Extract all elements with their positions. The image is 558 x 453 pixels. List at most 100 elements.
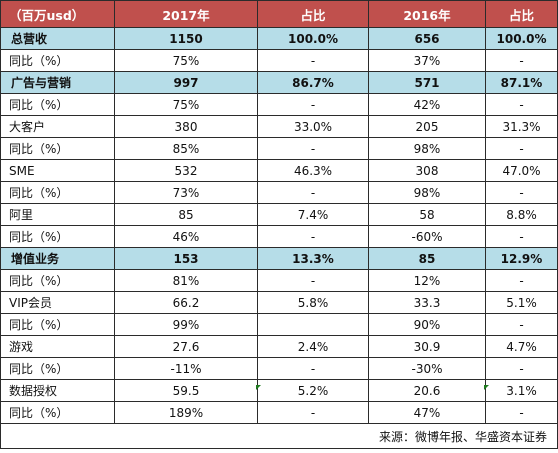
cell-share-2016: 87.1% (485, 71, 558, 94)
cell-label: 同比（%） (0, 357, 115, 380)
table-row: SME 532 46.3% 308 47.0% (0, 159, 558, 182)
cell-value-2016: 85 (368, 247, 486, 270)
cell-label: 大客户 (0, 115, 115, 138)
section-row: 广告与营销 997 86.7% 571 87.1% (0, 71, 558, 94)
cell-value-2017: 153 (114, 247, 258, 270)
cell-share-2017: - (257, 357, 369, 380)
cell-share-2017: 100.0% (257, 27, 369, 50)
header-share-2017: 占比 (257, 0, 369, 28)
cell-share-2016: 3.1% (485, 379, 558, 402)
cell-label: VIP会员 (0, 291, 115, 314)
cell-value-2016: -60% (368, 225, 486, 248)
cell-value-2017: 75% (114, 49, 258, 72)
cell-share-2017: - (257, 137, 369, 160)
cell-value-2016: 30.9 (368, 335, 486, 358)
table-row: 同比（%） 75% -37% - (0, 49, 558, 72)
cell-value-2017: 46% (114, 225, 258, 248)
cell-share-2017: - (257, 93, 369, 116)
table-row: 同比（%） 81% -12% - (0, 269, 558, 292)
cell-value-2017: 1150 (114, 27, 258, 50)
header-2017: 2017年 (114, 0, 258, 28)
cell-share-2016: - (485, 93, 558, 116)
table-row: 同比（%） 73% -98% - (0, 181, 558, 204)
cell-share-2017: 86.7% (257, 71, 369, 94)
cell-label: 广告与营销 (0, 71, 115, 94)
cell-comment-marker (256, 385, 261, 390)
cell-share-2017: 33.0% (257, 115, 369, 138)
cell-share-2017: 5.2% (257, 379, 369, 402)
header-unit: （百万usd） (0, 0, 115, 28)
header-row: （百万usd） 2017年 占比 2016年 占比 (0, 0, 558, 28)
cell-value-2016: 58 (368, 203, 486, 226)
cell-label: 数据授权 (0, 379, 115, 402)
table-row: 同比（%） 46% - -60% - (0, 225, 558, 248)
cell-share-2016: 47.0% (485, 159, 558, 182)
cell-share-2016: 8.8% (485, 203, 558, 226)
cell-value-2016: 98% (368, 181, 486, 204)
source-note: 来源：微博年报、华盛资本证券 (0, 423, 558, 449)
cell-value-2017: 99% (114, 313, 258, 336)
cell-share-2017 (257, 313, 369, 336)
cell-share-2017: - (257, 225, 369, 248)
cell-share-2016: 12.9% (485, 247, 558, 270)
header-share-2016: 占比 (485, 0, 558, 28)
cell-share-2016: 5.1% (485, 291, 558, 314)
cell-label: SME (0, 159, 115, 182)
cell-share-2017: - (257, 181, 369, 204)
cell-value-2017: 85% (114, 137, 258, 160)
cell-value-2016: 42% (368, 93, 486, 116)
table-row: VIP会员 66.2 5.8% 33.3 5.1% (0, 291, 558, 314)
cell-value-2016: 571 (368, 71, 486, 94)
cell-value-2016: 33.3 (368, 291, 486, 314)
cell-share-2016: - (485, 137, 558, 160)
table-row: 同比（%） 189% -47% - (0, 401, 558, 424)
cell-label: 同比（%） (0, 93, 115, 116)
cell-share-2017: - (257, 269, 369, 292)
table-row: 阿里 85 7.4% 58 8.8% (0, 203, 558, 226)
cell-value-2017: 189% (114, 401, 258, 424)
header-2016: 2016年 (368, 0, 486, 28)
section-row: 增值业务 153 13.3% 85 12.9% (0, 247, 558, 270)
cell-share-2016: - (485, 269, 558, 292)
cell-share-2016: - (485, 225, 558, 248)
cell-value-2017: -11% (114, 357, 258, 380)
cell-label: 同比（%） (0, 269, 115, 292)
source-row: 来源：微博年报、华盛资本证券 (0, 423, 558, 449)
cell-label: 同比（%） (0, 401, 115, 424)
cell-value-2017: 85 (114, 203, 258, 226)
cell-value-2017: 75% (114, 93, 258, 116)
cell-value-2016: -30% (368, 357, 486, 380)
table-row: 同比（%） 75% -42% - (0, 93, 558, 116)
cell-share-2017: 13.3% (257, 247, 369, 270)
cell-value-2017: 59.5 (114, 379, 258, 402)
cell-value-2016: 12% (368, 269, 486, 292)
cell-share-2017: 46.3% (257, 159, 369, 182)
cell-share-2017: 5.8% (257, 291, 369, 314)
cell-share-2016: - (485, 313, 558, 336)
cell-label: 阿里 (0, 203, 115, 226)
section-row: 总营收 1150 100.0% 656 100.0% (0, 27, 558, 50)
cell-value-2016: 656 (368, 27, 486, 50)
cell-label: 同比（%） (0, 49, 115, 72)
cell-value-2016: 98% (368, 137, 486, 160)
cell-comment-marker (484, 385, 489, 390)
cell-value-2016: 20.6 (368, 379, 486, 402)
cell-share-2017: - (257, 401, 369, 424)
cell-value-2016: 308 (368, 159, 486, 182)
cell-value-2017: 81% (114, 269, 258, 292)
table-row: 同比（%） 99% 90% - (0, 313, 558, 336)
cell-share-2017: 7.4% (257, 203, 369, 226)
cell-label: 游戏 (0, 335, 115, 358)
cell-label: 同比（%） (0, 225, 115, 248)
cell-share-2016: - (485, 49, 558, 72)
table-row: 游戏 27.6 2.4% 30.9 4.7% (0, 335, 558, 358)
table-row: 数据授权 59.5 5.2% 20.6 3.1% (0, 379, 558, 402)
cell-value-2017: 380 (114, 115, 258, 138)
cell-share-2016: - (485, 401, 558, 424)
cell-share-2017: 2.4% (257, 335, 369, 358)
cell-share-2016: 100.0% (485, 27, 558, 50)
cell-value-2017: 66.2 (114, 291, 258, 314)
